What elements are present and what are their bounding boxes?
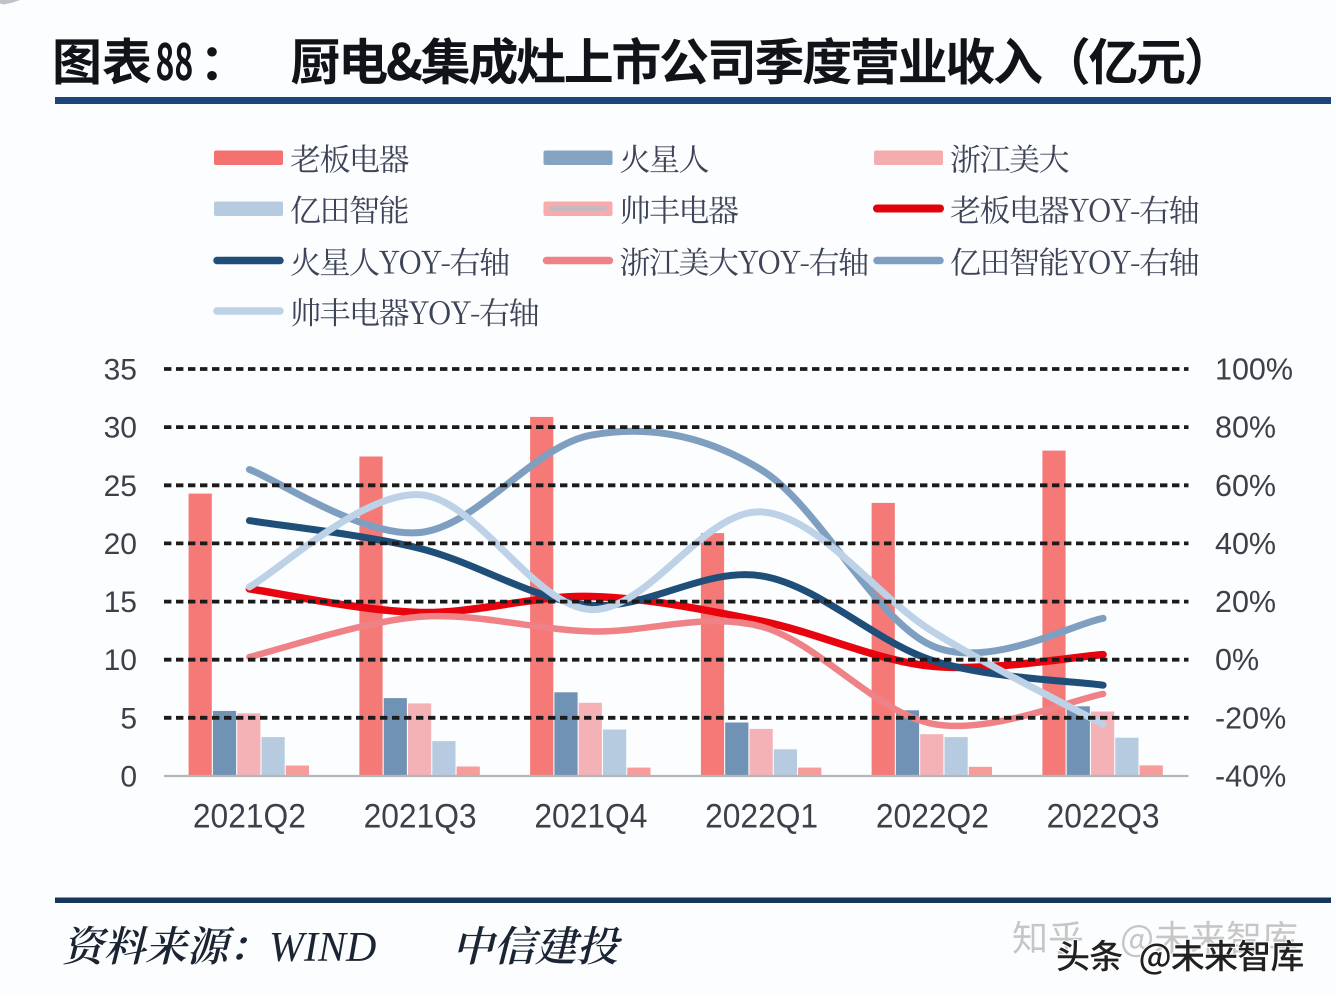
svg-text:2021Q4: 2021Q4 xyxy=(534,798,647,836)
svg-text:25: 25 xyxy=(104,470,137,503)
svg-text:10: 10 xyxy=(104,644,137,677)
svg-text:0%: 0% xyxy=(1215,643,1259,677)
svg-text:2022Q3: 2022Q3 xyxy=(1047,798,1160,836)
svg-text:2022Q1: 2022Q1 xyxy=(705,798,818,836)
svg-text:20%: 20% xyxy=(1215,585,1276,619)
svg-text:2022Q2: 2022Q2 xyxy=(876,798,989,836)
svg-text:2021Q3: 2021Q3 xyxy=(364,798,477,836)
svg-text:100%: 100% xyxy=(1215,353,1293,387)
svg-text:-20%: -20% xyxy=(1215,701,1286,735)
svg-text:35: 35 xyxy=(104,354,137,387)
svg-text:80%: 80% xyxy=(1215,411,1276,445)
svg-text:0: 0 xyxy=(120,761,137,794)
svg-text:-40%: -40% xyxy=(1215,760,1286,794)
svg-text:WIND: WIND xyxy=(269,925,376,971)
svg-text:30: 30 xyxy=(104,412,137,445)
svg-text:5: 5 xyxy=(120,702,137,735)
svg-text:60%: 60% xyxy=(1215,469,1276,503)
svg-text:15: 15 xyxy=(104,586,137,619)
svg-text:2021Q2: 2021Q2 xyxy=(193,798,306,836)
svg-text:20: 20 xyxy=(104,528,137,561)
svg-text:40%: 40% xyxy=(1215,527,1276,561)
